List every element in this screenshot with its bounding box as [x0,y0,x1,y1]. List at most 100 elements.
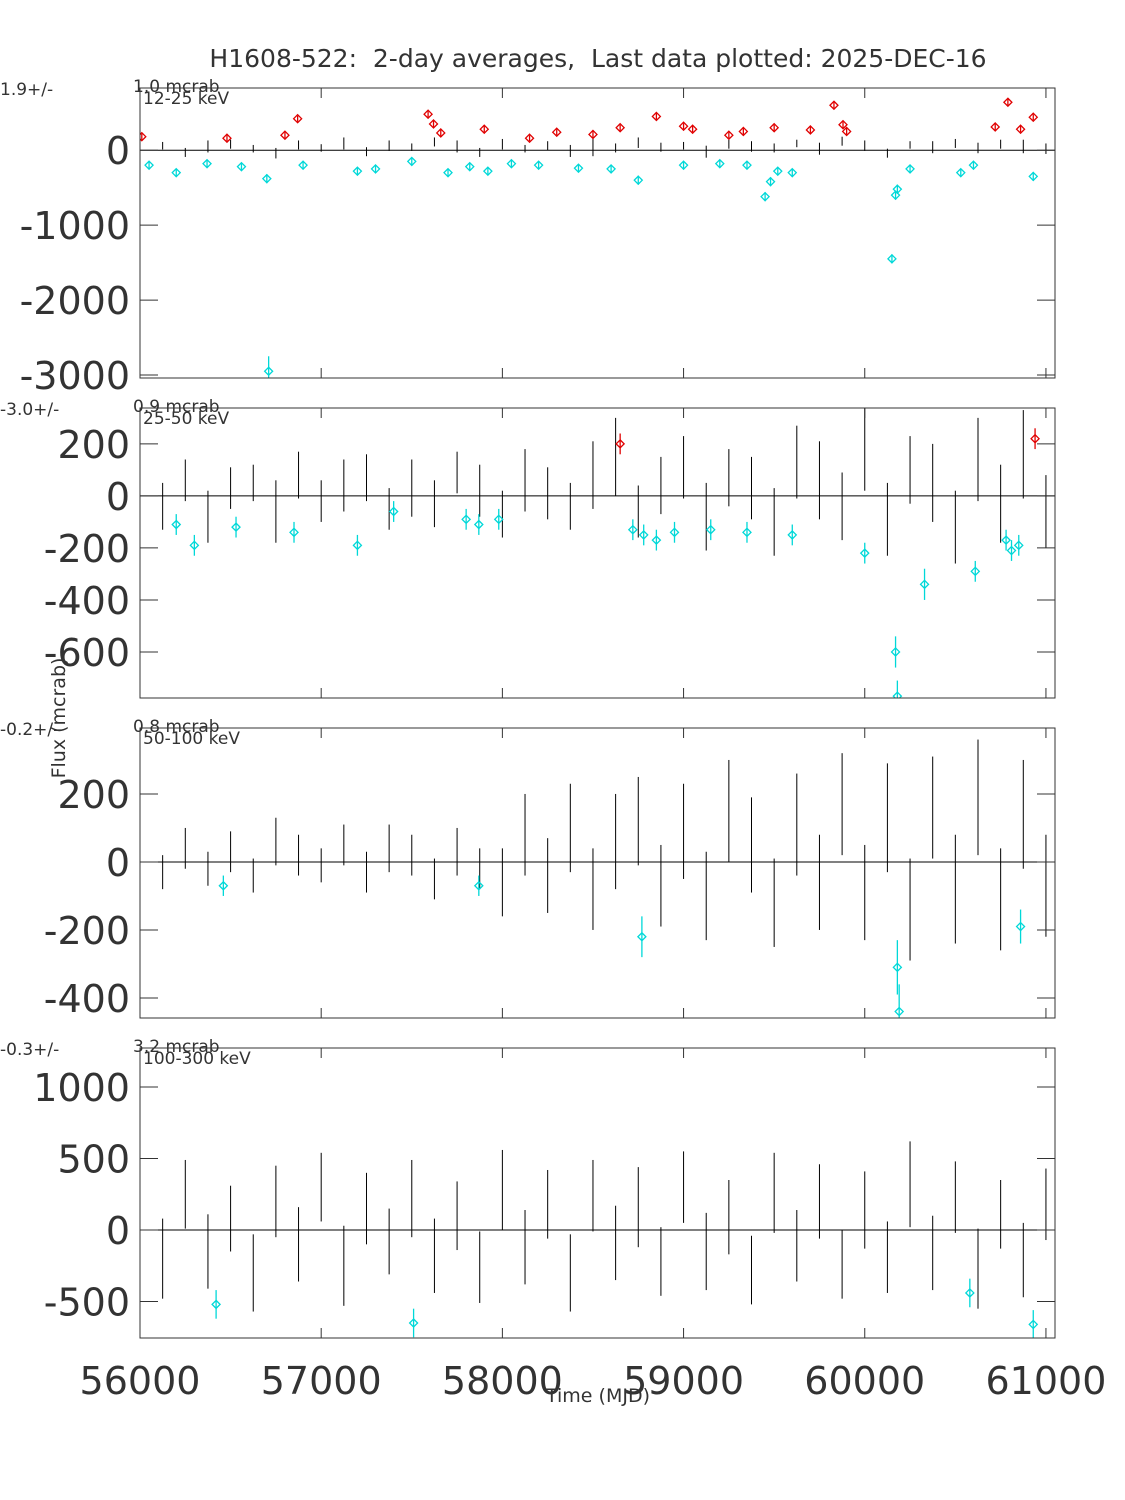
data-point [1002,97,1013,108]
data-point [551,127,562,138]
data-point [211,1299,222,1310]
data-point [760,191,771,202]
data-point [838,119,848,130]
x-tick-label: 57000 [261,1359,382,1403]
y-axis-label: Flux (mcrab) [48,658,70,779]
data-point [352,540,363,551]
data-point [1028,112,1039,123]
data-point [1006,545,1017,556]
data-point [742,160,752,171]
data-point [905,164,915,174]
data-point [769,122,780,133]
data-point [1015,124,1026,135]
data-point [615,122,626,133]
data-point [970,566,981,577]
band-label: 100-300 keV [143,1049,251,1069]
stat-error: 1.0 mcrab [133,77,220,97]
x-tick-label: 59000 [623,1359,744,1403]
data-point [723,130,734,141]
data-point [787,167,798,178]
y-tick-label: 500 [57,1138,130,1182]
data-point [678,121,689,132]
stat-value: -0.2+/- [0,720,59,740]
data-point [171,519,182,530]
y-tick-label: -400 [44,579,130,623]
band-label: 25-50 keV [143,409,229,429]
data-point [189,540,200,551]
data-point [506,158,517,169]
plot-area [140,97,1047,378]
data-point [236,161,247,172]
y-tick-label: -1000 [20,204,130,248]
data-point [473,519,484,530]
data-point [144,160,154,171]
data-point [140,131,147,142]
panel-frame [139,1047,1056,1339]
y-tick-label: 200 [57,423,130,467]
data-point [738,126,749,137]
data-point [1028,171,1039,182]
data-point [493,514,504,525]
data-point [1013,540,1024,551]
plot-area [140,739,1047,1018]
data-point [1030,433,1040,444]
y-tick-label: -400 [44,977,130,1021]
data-point [464,161,475,172]
data-point [443,167,453,178]
data-point [805,125,816,135]
plot-area [140,408,1047,698]
data-point [636,931,647,942]
data-point [705,524,716,535]
data-point [765,176,776,187]
data-point [687,124,698,135]
data-point [859,548,870,559]
y-tick-label: -200 [44,527,130,571]
data-point [388,506,399,517]
chart-title: H1608-522: 2-day averages, Last data plo… [209,44,986,73]
data-point [1001,535,1011,546]
data-point [894,1006,905,1017]
data-point [919,579,930,590]
data-point [990,122,1001,132]
y-tick-label: 0 [106,841,130,885]
data-point [428,119,439,129]
data-point [968,160,979,171]
data-point [280,130,290,141]
data-point [298,160,308,171]
data-point [829,100,839,111]
x-tick-label: 60000 [804,1359,925,1403]
data-point [606,164,617,174]
data-point [714,158,725,169]
stat-value: 1.9+/- [0,80,53,100]
data-point [787,530,798,540]
y-tick-label: 0 [106,475,130,519]
data-point [406,156,417,167]
data-point [841,126,852,137]
x-tick-label: 61000 [985,1359,1106,1403]
data-point [261,173,272,184]
data-point [669,527,680,538]
data-point [633,175,644,186]
data-point [890,647,901,657]
data-point [231,522,241,533]
data-point [892,184,903,195]
panel-frame [139,407,1056,699]
x-tick-label: 56000 [80,1359,201,1403]
data-point [772,166,783,177]
y-tick-label: 200 [57,773,130,817]
data-point [615,438,626,449]
data-point [627,524,638,535]
data-point [892,962,903,973]
y-tick-label: -600 [44,631,130,675]
data-point [473,880,484,891]
x-axis-label: Time (MJD) [545,1385,650,1407]
data-point [171,167,182,178]
data-point [678,160,689,171]
plot-area [140,1141,1047,1338]
data-point [218,880,229,891]
y-tick-label: 0 [106,1209,130,1253]
x-tick-label: 58000 [442,1359,563,1403]
band-label: 50-100 keV [143,729,240,749]
stat-error: 0.8 mcrab [133,717,220,737]
